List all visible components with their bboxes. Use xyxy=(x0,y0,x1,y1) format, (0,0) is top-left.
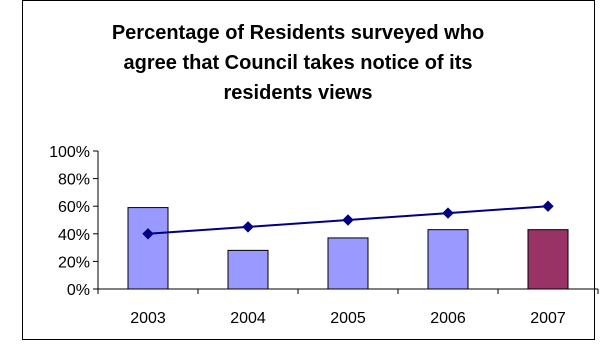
x-tick-label: 2007 xyxy=(530,310,566,327)
bar xyxy=(527,229,569,290)
bar xyxy=(227,249,269,290)
x-tick-label: 2005 xyxy=(330,310,366,327)
y-tick-label: 0% xyxy=(67,282,90,299)
y-tick-label: 60% xyxy=(58,199,90,216)
line-marker xyxy=(542,200,554,212)
chart-title: Percentage of Residents surveyed who agr… xyxy=(111,22,485,104)
y-tick-label: 40% xyxy=(58,227,90,244)
bar xyxy=(427,229,469,290)
y-tick-label: 80% xyxy=(58,172,90,189)
bar xyxy=(127,207,169,290)
line-series xyxy=(142,200,554,240)
x-tick-label: 2003 xyxy=(130,310,166,327)
x-axis: 2003 2004 2005 2006 2007 xyxy=(97,288,599,327)
bar-series xyxy=(127,207,569,290)
y-axis: 0% 20% 40% 60% 80% 100% xyxy=(49,144,99,299)
chart-area: Percentage of Residents surveyed who agr… xyxy=(22,0,595,340)
line-marker xyxy=(242,221,254,233)
line-marker xyxy=(342,214,354,226)
line-marker xyxy=(442,207,454,219)
y-tick-label: 100% xyxy=(49,144,90,161)
x-tick-label: 2004 xyxy=(230,310,266,327)
bar xyxy=(327,237,369,290)
x-tick-label: 2006 xyxy=(430,310,466,327)
y-tick-label: 20% xyxy=(58,254,90,271)
line-marker xyxy=(142,228,154,240)
